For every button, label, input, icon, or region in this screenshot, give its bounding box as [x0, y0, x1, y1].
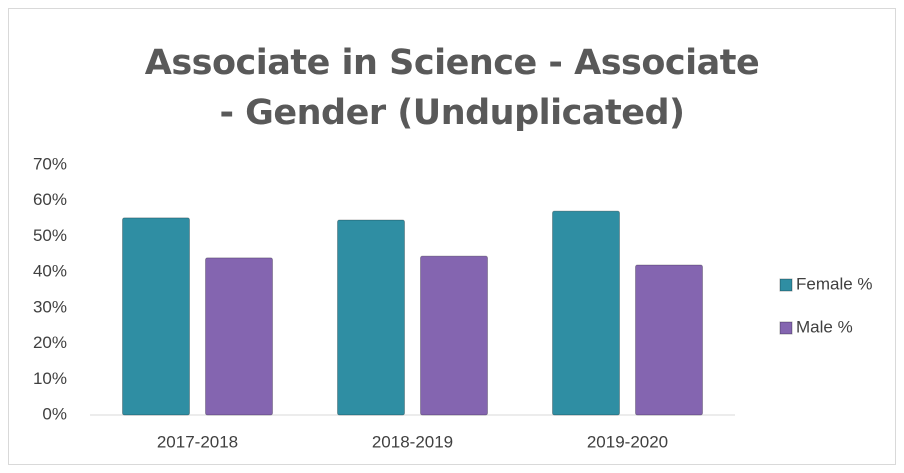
legend-label: Female % — [796, 274, 873, 293]
chart-title: Associate in Science - Associate - Gende… — [144, 43, 760, 133]
y-tick-label: 60% — [33, 190, 67, 209]
bar — [552, 210, 620, 416]
bar — [122, 217, 190, 416]
x-tick-label: 2017-2018 — [157, 432, 238, 451]
bar — [205, 257, 273, 416]
y-tick-label: 50% — [33, 226, 67, 245]
bar — [635, 264, 703, 416]
y-tick-label: 10% — [33, 369, 67, 388]
chart-border — [8, 8, 896, 465]
y-tick-label: 20% — [33, 333, 67, 352]
y-tick-label: 30% — [33, 297, 67, 316]
bar — [420, 255, 488, 416]
x-tick-label: 2019-2020 — [587, 432, 668, 451]
bar — [337, 219, 405, 416]
legend-swatch — [779, 321, 793, 335]
x-tick-label: 2018-2019 — [372, 432, 453, 451]
legend-label: Male % — [796, 317, 853, 336]
y-tick-label: 40% — [33, 262, 67, 281]
y-tick-label: 70% — [33, 154, 67, 173]
legend-swatch — [779, 278, 793, 292]
y-tick-label: 0% — [42, 404, 67, 423]
